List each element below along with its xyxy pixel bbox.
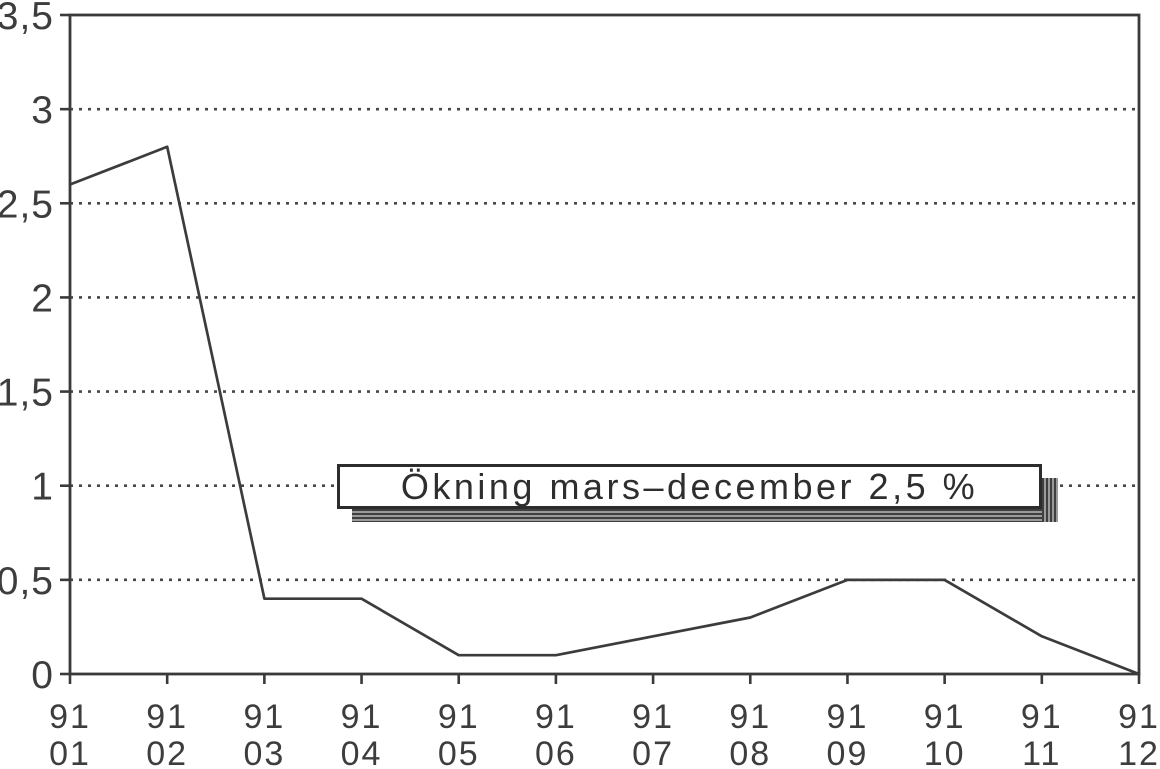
- data-line: [68, 145, 1141, 676]
- plot-frame: [68, 13, 1141, 676]
- x-tick-label: 91 08: [729, 698, 771, 769]
- x-tick-label: 91 02: [146, 698, 188, 769]
- y-tick-label: 3: [31, 89, 54, 132]
- x-tick-label: 91 05: [438, 698, 480, 769]
- y-tick-label: 0,5: [0, 560, 54, 603]
- y-tick-label: 3,5: [0, 0, 54, 38]
- x-tick-label: 91 10: [924, 698, 966, 769]
- y-tick-label: 2: [31, 277, 54, 320]
- x-tick-label: 91 04: [341, 698, 383, 769]
- x-tick-label: 91 12: [1118, 698, 1160, 769]
- x-tick-label: 91 03: [243, 698, 285, 769]
- x-tick-label: 91 06: [535, 698, 577, 769]
- y-tick-label: 2,5: [0, 183, 54, 226]
- y-tick-label: 1,5: [0, 372, 54, 415]
- x-tick-label: 91 09: [827, 698, 869, 769]
- x-tick-label: 91 11: [1021, 698, 1063, 769]
- callout-shadow-right: [1042, 478, 1058, 522]
- x-tick-label: 91 01: [49, 698, 91, 769]
- callout-box: Ökning mars–december 2,5 %: [337, 464, 1042, 509]
- callout-label: Ökning mars–december 2,5 %: [400, 465, 979, 507]
- callout-shadow-bottom: [352, 509, 1058, 522]
- y-tick-label: 1: [31, 466, 54, 509]
- y-tick-label: 0: [31, 654, 54, 697]
- x-tick-label: 91 07: [632, 698, 674, 769]
